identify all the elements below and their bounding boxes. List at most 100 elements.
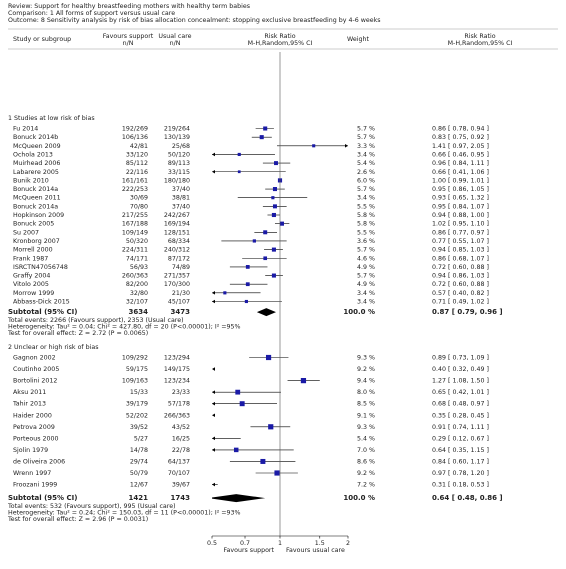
risk-ratio-ci: 1.00 [ 0.99, 1.01 ] [432,177,489,184]
weight: 8.0 % [357,389,375,396]
support-count: 39/179 [126,401,148,408]
risk-ratio-ci: 0.94 [ 0.86, 1.03 ] [432,273,489,280]
usual-care-count: 271/357 [164,273,190,280]
study-name: Bonuck 2014a [13,186,58,193]
column-header: Risk Ratio [264,33,295,40]
study-name: Hopkinson 2009 [13,212,64,219]
effect-square [271,273,276,278]
weight: 3.4 % [357,290,375,297]
usual-care-count: 128/151 [164,229,190,236]
risk-ratio-ci: 0.71 [ 0.49, 1.02 ] [432,299,489,306]
study-name: Frank 1987 [13,255,48,262]
weight: 9.1 % [357,412,375,419]
clip-arrow [212,482,215,487]
study-name: Bonuck 2014a [13,203,58,210]
study-name: Bonuck 2014b [13,134,58,141]
study-name: Kronborg 2007 [13,238,60,245]
weight: 9.3 % [357,355,375,362]
study-name: Morrell 2000 [13,247,53,254]
x-tick-label: 0.7 [240,540,250,547]
risk-ratio-ci: 0.94 [ 0.85, 1.03 ] [432,247,489,254]
weight: 8.5 % [357,401,375,408]
weight: 3.3 % [357,143,375,150]
risk-ratio-ci: 1.41 [ 0.97, 2.05 ] [432,143,489,150]
effect-square [268,424,274,430]
weight: 100.0 % [343,308,375,316]
effect-square [233,447,239,453]
usual-care-count: 170/300 [164,281,190,288]
risk-ratio-ci: 0.77 [ 0.55, 1.07 ] [432,238,489,245]
group-title: 2 Unclear or high risk of bias [8,344,99,351]
weight: 5.7 % [357,247,375,254]
weight: 5.8 % [357,212,375,219]
effect-square [263,230,268,235]
risk-ratio-ci: 0.68 [ 0.48, 0.97 ] [432,401,489,408]
usual-care-count: 87/172 [168,255,190,262]
usual-care-count: 22/78 [172,447,190,454]
support-count: 167/188 [122,221,148,228]
risk-ratio-ci: 0.95 [ 0.86, 1.05 ] [432,186,489,193]
weight: 3.4 % [357,151,375,158]
clip-arrow [212,436,215,441]
usual-care-count: 123/234 [164,378,190,385]
study-name: Morrow 1999 [13,290,54,297]
usual-care-count: 1743 [171,494,191,502]
risk-ratio-ci: 0.64 [ 0.48, 0.86 ] [432,494,503,502]
study-name: Ochola 2013 [13,151,53,158]
risk-ratio-ci: 0.64 [ 0.35, 1.15 ] [432,447,489,454]
support-count: 5/27 [134,435,148,442]
risk-ratio-ci: 0.29 [ 0.12, 0.67 ] [432,435,489,442]
risk-ratio-ci: 0.66 [ 0.46, 0.95 ] [432,151,489,158]
study-name: Bunik 2010 [13,177,49,184]
column-header: Favours support [103,33,154,40]
column-header: n/N [123,40,134,47]
clip-arrow [212,367,215,371]
support-count: 192/269 [122,126,148,133]
usual-care-count: 242/267 [164,212,190,219]
study-name: Haider 2000 [13,412,52,419]
support-count: 217/255 [122,212,148,219]
effect-square [274,161,278,166]
usual-care-count: 57/178 [168,401,190,408]
effect-square [271,247,276,252]
column-header: Risk Ratio [464,33,495,40]
review: Review: Support for healthy breastfeedin… [8,3,250,10]
support-count: 32/80 [130,290,148,297]
risk-ratio-ci: 0.86 [ 0.77, 0.97 ] [432,229,489,236]
weight: 5.8 % [357,221,375,228]
weight: 9.3 % [357,424,375,431]
effect-square [279,221,284,226]
risk-ratio-ci: 0.35 [ 0.28, 0.45 ] [432,412,489,419]
favours-left: Favours support [223,547,274,554]
support-count: 222/253 [122,186,148,193]
support-count: 260/363 [122,273,148,280]
clip-arrow [345,144,348,148]
support-count: 161/161 [122,177,148,184]
study-name: Graffy 2004 [13,273,50,280]
weight: 9.4 % [357,378,375,385]
effect-square [265,354,272,361]
usual-care-count: 16/25 [172,435,190,442]
comparison: Comparison: 1 All forms of support versu… [8,10,175,17]
subtotal-label: Subtotal (95% CI) [8,308,77,316]
outcome: Outcome: 8 Sensitivity analysis by risk … [8,17,381,24]
usual-care-count: 266/363 [164,412,190,419]
effect-square [237,152,241,157]
weight: 5.4 % [357,160,375,167]
effect-square [244,299,248,304]
support-count: 29/74 [130,458,148,465]
summary-diamond [212,494,266,503]
heterogeneity: Heterogeneity: Tau² = 0.04; Chi² = 427.8… [8,324,241,331]
effect-square [271,212,276,218]
support-count: 82/200 [126,281,148,288]
effect-square [272,187,277,192]
usual-care-count: 130/139 [164,134,190,141]
weight: 5.5 % [357,229,375,236]
weight: 2.6 % [357,169,375,176]
usual-care-count: 123/294 [164,355,190,362]
study-name: McQueen 2011 [13,195,61,202]
study-name: Labarere 2005 [13,169,59,176]
usual-care-count: 33/115 [168,169,190,176]
usual-care-count: 89/113 [168,160,190,167]
